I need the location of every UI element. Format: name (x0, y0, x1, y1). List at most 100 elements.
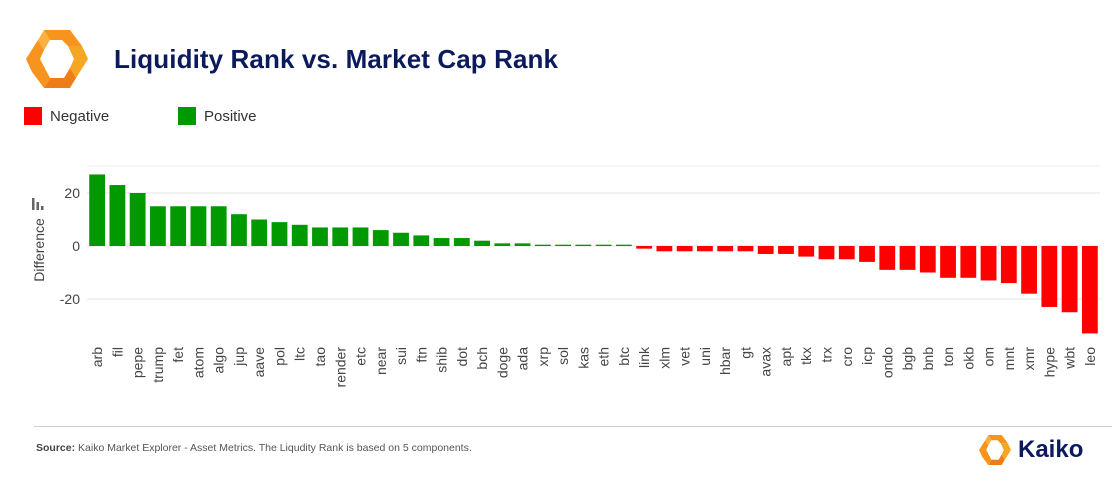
x-tick-label-hbar: hbar (717, 347, 733, 375)
bar-doge[interactable] (494, 243, 511, 246)
x-tick-label-avax: avax (758, 347, 774, 377)
x-tick-label-jup: jup (231, 347, 247, 367)
x-tick-label-hype: hype (1041, 347, 1057, 378)
bar-bnb[interactable] (919, 246, 936, 273)
bar-shib[interactable] (433, 238, 450, 246)
bar-algo[interactable] (210, 206, 227, 246)
legend-item-positive[interactable]: Positive (178, 107, 332, 125)
x-tick-label-sol: sol (555, 347, 571, 365)
x-tick-label-pol: pol (271, 347, 287, 366)
chart-type-icon[interactable] (32, 198, 44, 210)
bar-link[interactable] (636, 246, 653, 249)
bar-hype[interactable] (1041, 246, 1058, 307)
bar-eth[interactable] (595, 244, 612, 246)
bar-dot[interactable] (453, 238, 470, 246)
bar-etc[interactable] (352, 227, 369, 246)
x-tick-label-bgb: bgb (900, 347, 916, 371)
bar-atom[interactable] (190, 206, 207, 246)
bar-fil[interactable] (109, 185, 126, 246)
bar-aave[interactable] (251, 219, 268, 247)
bar-ondo[interactable] (879, 246, 896, 270)
x-tick-label-uni: uni (697, 347, 713, 366)
bar-near[interactable] (372, 230, 389, 246)
x-tick-label-xrp: xrp (535, 347, 551, 367)
x-tick-label-gt: gt (737, 347, 753, 359)
bar-arb[interactable] (89, 174, 106, 246)
bar-xmr[interactable] (1021, 246, 1037, 294)
x-tick-label-leo: leo (1082, 347, 1098, 366)
bar-okb[interactable] (960, 246, 977, 278)
legend-label-positive: Positive (204, 107, 257, 125)
bar-cro[interactable] (838, 246, 855, 260)
x-tick-label-link: link (636, 346, 652, 368)
bar-sol[interactable] (555, 244, 572, 246)
bar-trx[interactable] (818, 246, 835, 260)
bar-om[interactable] (980, 246, 997, 281)
x-tick-label-pepe: pepe (130, 347, 146, 378)
bar-bch[interactable] (474, 240, 490, 246)
x-tick-label-fil: fil (109, 347, 125, 357)
legend-swatch-negative (24, 107, 42, 125)
bar-kas[interactable] (575, 244, 592, 246)
legend-item-negative[interactable]: Negative (24, 107, 178, 125)
bar-mnt[interactable] (1000, 246, 1017, 284)
x-tick-label-xlm: xlm (656, 347, 672, 369)
x-tick-label-wbt: wbt (1062, 347, 1078, 370)
bar-wbt[interactable] (1061, 246, 1078, 313)
x-tick-label-dot: dot (454, 347, 470, 367)
x-tick-label-fet: fet (170, 347, 186, 363)
bar-render[interactable] (332, 227, 349, 246)
bar-xrp[interactable] (534, 244, 551, 246)
x-tick-label-vet: vet (677, 347, 693, 366)
bar-trump[interactable] (150, 206, 166, 246)
bar-ton[interactable] (940, 246, 956, 278)
bar-jup[interactable] (231, 214, 247, 246)
bar-bgb[interactable] (899, 246, 916, 270)
x-tick-label-render: render (332, 347, 348, 388)
bar-tao[interactable] (312, 227, 328, 246)
x-axis-labels: arb fil pepe trump fet atom algo jup aave pol ltc t… (89, 346, 1098, 387)
bar-xlm[interactable] (656, 246, 673, 252)
chart-bars (89, 174, 1098, 334)
bar-tkx[interactable] (798, 246, 815, 257)
legend-swatch-positive (178, 107, 196, 125)
x-tick-label-kas: kas (575, 347, 591, 369)
kaiko-brand-icon (979, 435, 1011, 465)
bar-ftn[interactable] (413, 235, 430, 246)
bar-icp[interactable] (859, 246, 875, 262)
chart-legend: Negative Positive (24, 107, 332, 125)
x-tick-label-btc: btc (616, 347, 632, 366)
bar-fet[interactable] (170, 206, 187, 246)
y-tick-label: 20 (64, 185, 80, 201)
x-tick-label-doge: doge (494, 347, 510, 378)
y-axis-label: Difference (31, 218, 47, 282)
bar-btc[interactable] (615, 244, 632, 246)
bar-leo[interactable] (1081, 246, 1098, 334)
x-tick-label-ton: ton (940, 347, 956, 366)
bar-hbar[interactable] (717, 246, 734, 252)
bar-uni[interactable] (697, 246, 713, 252)
x-tick-label-near: near (373, 347, 389, 375)
chart-title: Liquidity Rank vs. Market Cap Rank (114, 44, 559, 74)
x-tick-label-sui: sui (393, 347, 409, 365)
bar-ada[interactable] (514, 243, 531, 246)
x-tick-label-xmr: xmr (1021, 347, 1037, 371)
bar-avax[interactable] (757, 246, 774, 254)
bar-gt[interactable] (737, 246, 754, 252)
bar-sui[interactable] (393, 232, 409, 246)
x-tick-label-tao: tao (312, 347, 328, 367)
bar-apt[interactable] (778, 246, 794, 254)
x-tick-label-aave: aave (251, 347, 267, 378)
bar-pol[interactable] (271, 222, 288, 246)
bar-pepe[interactable] (129, 193, 146, 246)
x-tick-label-arb: arb (89, 347, 105, 367)
footer-divider (34, 426, 1112, 427)
source-label: Source: (36, 442, 76, 454)
bar-vet[interactable] (676, 246, 693, 252)
bar-ltc[interactable] (291, 224, 308, 246)
brand-logo: Kaiko (978, 434, 1083, 466)
x-tick-label-trx: trx (818, 347, 834, 363)
source-note: Source: Kaiko Market Explorer - Asset Me… (36, 442, 472, 454)
x-tick-label-ftn: ftn (413, 347, 429, 363)
x-tick-label-bnb: bnb (920, 347, 936, 371)
